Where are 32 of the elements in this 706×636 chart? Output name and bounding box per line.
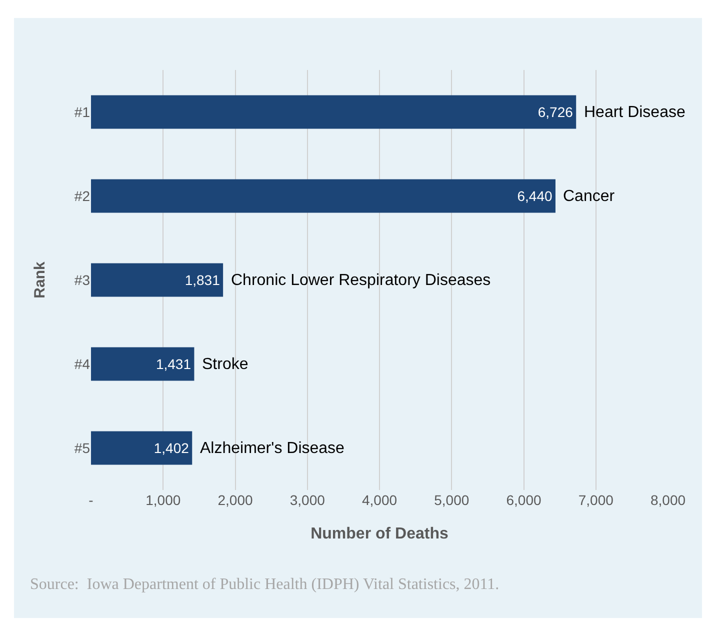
bar [91, 179, 556, 213]
data-label: 1,431 [156, 356, 192, 372]
annotation: Heart Disease [584, 104, 686, 121]
bar [91, 95, 576, 129]
annotation: Cancer [563, 188, 616, 205]
x-tick-label: 5,000 [434, 492, 470, 508]
y-tick-label: #1 [74, 104, 90, 120]
source-note: Source: Iowa Department of Public Health (IDPH) Vital Statistics, 2011. [30, 576, 500, 593]
annotation: Stroke [202, 356, 248, 373]
x-tick-label: 2,000 [218, 492, 253, 508]
data-label: 1,402 [154, 440, 190, 456]
annotation: Alzheimer's Disease [200, 440, 345, 457]
data-label: 6,440 [517, 188, 552, 204]
x-tick-label: 6,000 [506, 492, 542, 508]
x-tick-label: 7,000 [578, 492, 614, 508]
x-tick-label: 1,000 [146, 492, 181, 508]
x-axis-title: Number of Deaths [310, 526, 448, 543]
bar [91, 431, 192, 465]
x-tick-label: 8,000 [650, 492, 686, 508]
y-tick-label: #5 [74, 440, 90, 456]
y-tick-label: #2 [74, 188, 90, 204]
annotation: Chronic Lower Respiratory Diseases [231, 272, 491, 289]
bar [91, 347, 194, 381]
x-tick-label: - [88, 492, 94, 508]
y-tick-label: #4 [74, 356, 90, 372]
data-label: 6,726 [538, 104, 574, 120]
x-tick-label: 4,000 [362, 492, 398, 508]
y-tick-label: #3 [74, 272, 90, 288]
x-tick-label: 3,000 [290, 492, 326, 508]
bar [91, 263, 224, 297]
y-axis-title: Rank [32, 261, 49, 298]
data-label: 1,831 [184, 272, 220, 288]
